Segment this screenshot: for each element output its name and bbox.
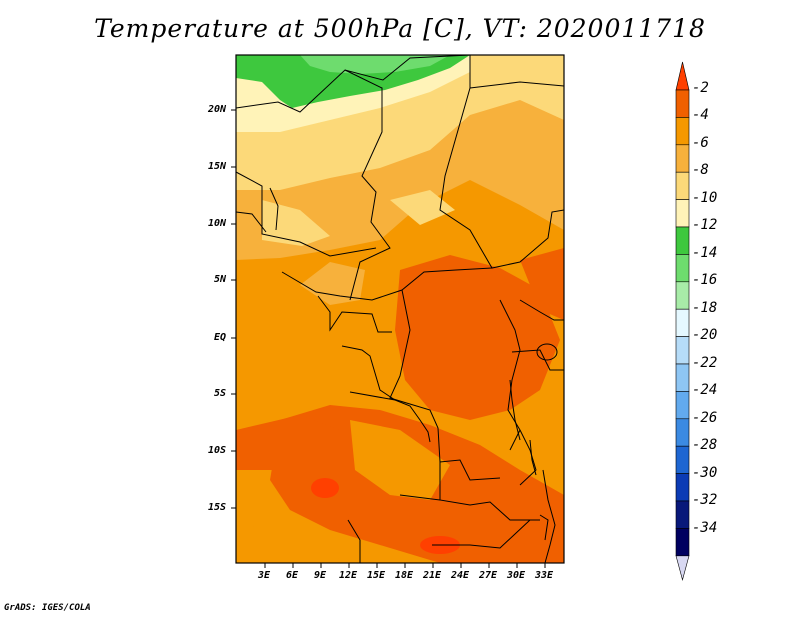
lon-label: 9E bbox=[314, 570, 327, 581]
lon-label: 27E bbox=[479, 570, 498, 581]
lon-label: 24E bbox=[451, 570, 470, 581]
grads-credit: GrADS: IGES/COLA bbox=[4, 603, 91, 613]
colorbar-label: -24 bbox=[692, 382, 718, 398]
lat-label: 15N bbox=[208, 161, 227, 172]
colorbar-swatch bbox=[675, 308, 690, 337]
map-frame bbox=[235, 54, 565, 564]
colorbar-label: -8 bbox=[692, 162, 709, 178]
colorbar-label: -4 bbox=[692, 107, 709, 123]
lat-label: 15S bbox=[208, 502, 227, 513]
colorbar bbox=[675, 61, 690, 581]
lon-label: 15E bbox=[367, 570, 386, 581]
colorbar-swatch bbox=[675, 117, 690, 146]
temperature-fill bbox=[236, 55, 564, 563]
lon-label: 18E bbox=[395, 570, 414, 581]
lat-label: 10N bbox=[208, 218, 227, 229]
lon-label: 33E bbox=[535, 570, 554, 581]
lat-label: 5S bbox=[214, 388, 227, 399]
lat-label: 10S bbox=[208, 445, 227, 456]
colorbar-swatch bbox=[675, 473, 690, 502]
colorbar-label: -30 bbox=[692, 465, 718, 481]
colorbar-swatch bbox=[675, 363, 690, 392]
lat-label: 20N bbox=[208, 104, 227, 115]
colorbar-label: -34 bbox=[692, 520, 718, 536]
lat-label: EQ bbox=[214, 332, 227, 343]
lon-label: 6E bbox=[286, 570, 299, 581]
colorbar-swatch bbox=[675, 254, 690, 283]
colorbar-label: -12 bbox=[692, 217, 718, 233]
colorbar-label: -16 bbox=[692, 272, 718, 288]
lon-label: 30E bbox=[507, 570, 526, 581]
colorbar-swatch bbox=[675, 336, 690, 365]
lon-label: 12E bbox=[339, 570, 358, 581]
colorbar-label: -14 bbox=[692, 245, 718, 261]
colorbar-label: -32 bbox=[692, 492, 718, 508]
lat-label: 5N bbox=[214, 274, 227, 285]
colorbar-label: -26 bbox=[692, 410, 718, 426]
colorbar-swatch bbox=[675, 281, 690, 310]
colorbar-swatch bbox=[675, 445, 690, 474]
colorbar-swatch bbox=[675, 144, 690, 173]
colorbar-label: -22 bbox=[692, 355, 718, 371]
lon-label: 21E bbox=[423, 570, 442, 581]
colorbar-swatch bbox=[675, 226, 690, 255]
colorbar-swatch bbox=[675, 199, 690, 228]
country-borders bbox=[236, 55, 564, 563]
colorbar-top-triangle bbox=[675, 61, 690, 91]
colorbar-bottom-triangle bbox=[675, 555, 690, 581]
colorbar-label: -2 bbox=[692, 80, 709, 96]
colorbar-label: -20 bbox=[692, 327, 718, 343]
axis-ticks bbox=[231, 109, 546, 568]
colorbar-label: -6 bbox=[692, 135, 709, 151]
colorbar-label: -28 bbox=[692, 437, 718, 453]
lakes bbox=[509, 343, 558, 541]
colorbar-swatch bbox=[675, 89, 690, 118]
colorbar-label: -18 bbox=[692, 300, 718, 316]
map-title: Temperature at 500hPa [C], VT: 202001171… bbox=[94, 14, 706, 43]
colorbar-swatch bbox=[675, 528, 690, 557]
colorbar-swatch bbox=[675, 500, 690, 529]
lon-label: 3E bbox=[258, 570, 271, 581]
colorbar-swatch bbox=[675, 418, 690, 447]
colorbar-label: -10 bbox=[692, 190, 718, 206]
colorbar-swatch bbox=[675, 171, 690, 200]
colorbar-swatch bbox=[675, 391, 690, 420]
